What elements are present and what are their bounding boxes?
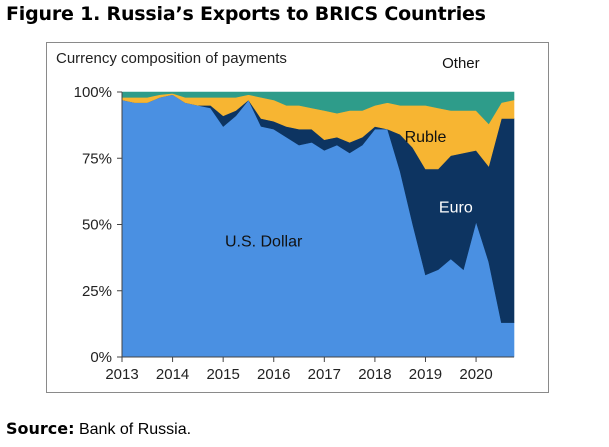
series-label-euro: Euro: [439, 199, 473, 216]
x-tick-label: 2016: [257, 366, 290, 383]
labels-group: Currency composition of payments U.S. Dol…: [56, 50, 480, 251]
x-tick-label: 2014: [156, 366, 189, 383]
x-tick-label: 2015: [206, 366, 239, 383]
x-tick-label: 2020: [459, 366, 492, 383]
axes-group: 0% 25% 50% 75% 100% 2013 2014 2015 2016 2017 2018 2…: [74, 84, 514, 383]
series-label-u-s-dollar: U.S. Dollar: [225, 234, 303, 251]
y-tick-label: 50%: [82, 217, 112, 234]
area-series-group: [121, 91, 515, 358]
x-tick-label: 2019: [409, 366, 442, 383]
series-label-other: Other: [442, 55, 480, 72]
figure-title: Figure 1. Russia’s Exports to BRICS Coun…: [6, 3, 486, 25]
y-tick-label: 100%: [74, 84, 112, 101]
y-tick-label: 0%: [90, 349, 112, 366]
y-tick-label: 25%: [82, 283, 112, 300]
x-tick-label: 2018: [358, 366, 391, 383]
area-other: [121, 91, 515, 125]
x-tick-label: 2017: [308, 366, 341, 383]
source-text: Bank of Russia.: [78, 421, 192, 438]
source-label: Source:: [6, 419, 75, 438]
y-tick-label: 75%: [82, 150, 112, 167]
x-tick-label: 2013: [105, 366, 138, 383]
chart-frame: [46, 42, 549, 393]
source-note: Source: Bank of Russia.: [6, 419, 191, 439]
series-label-ruble: Ruble: [405, 129, 447, 146]
chart-title: Currency composition of payments: [56, 50, 287, 67]
